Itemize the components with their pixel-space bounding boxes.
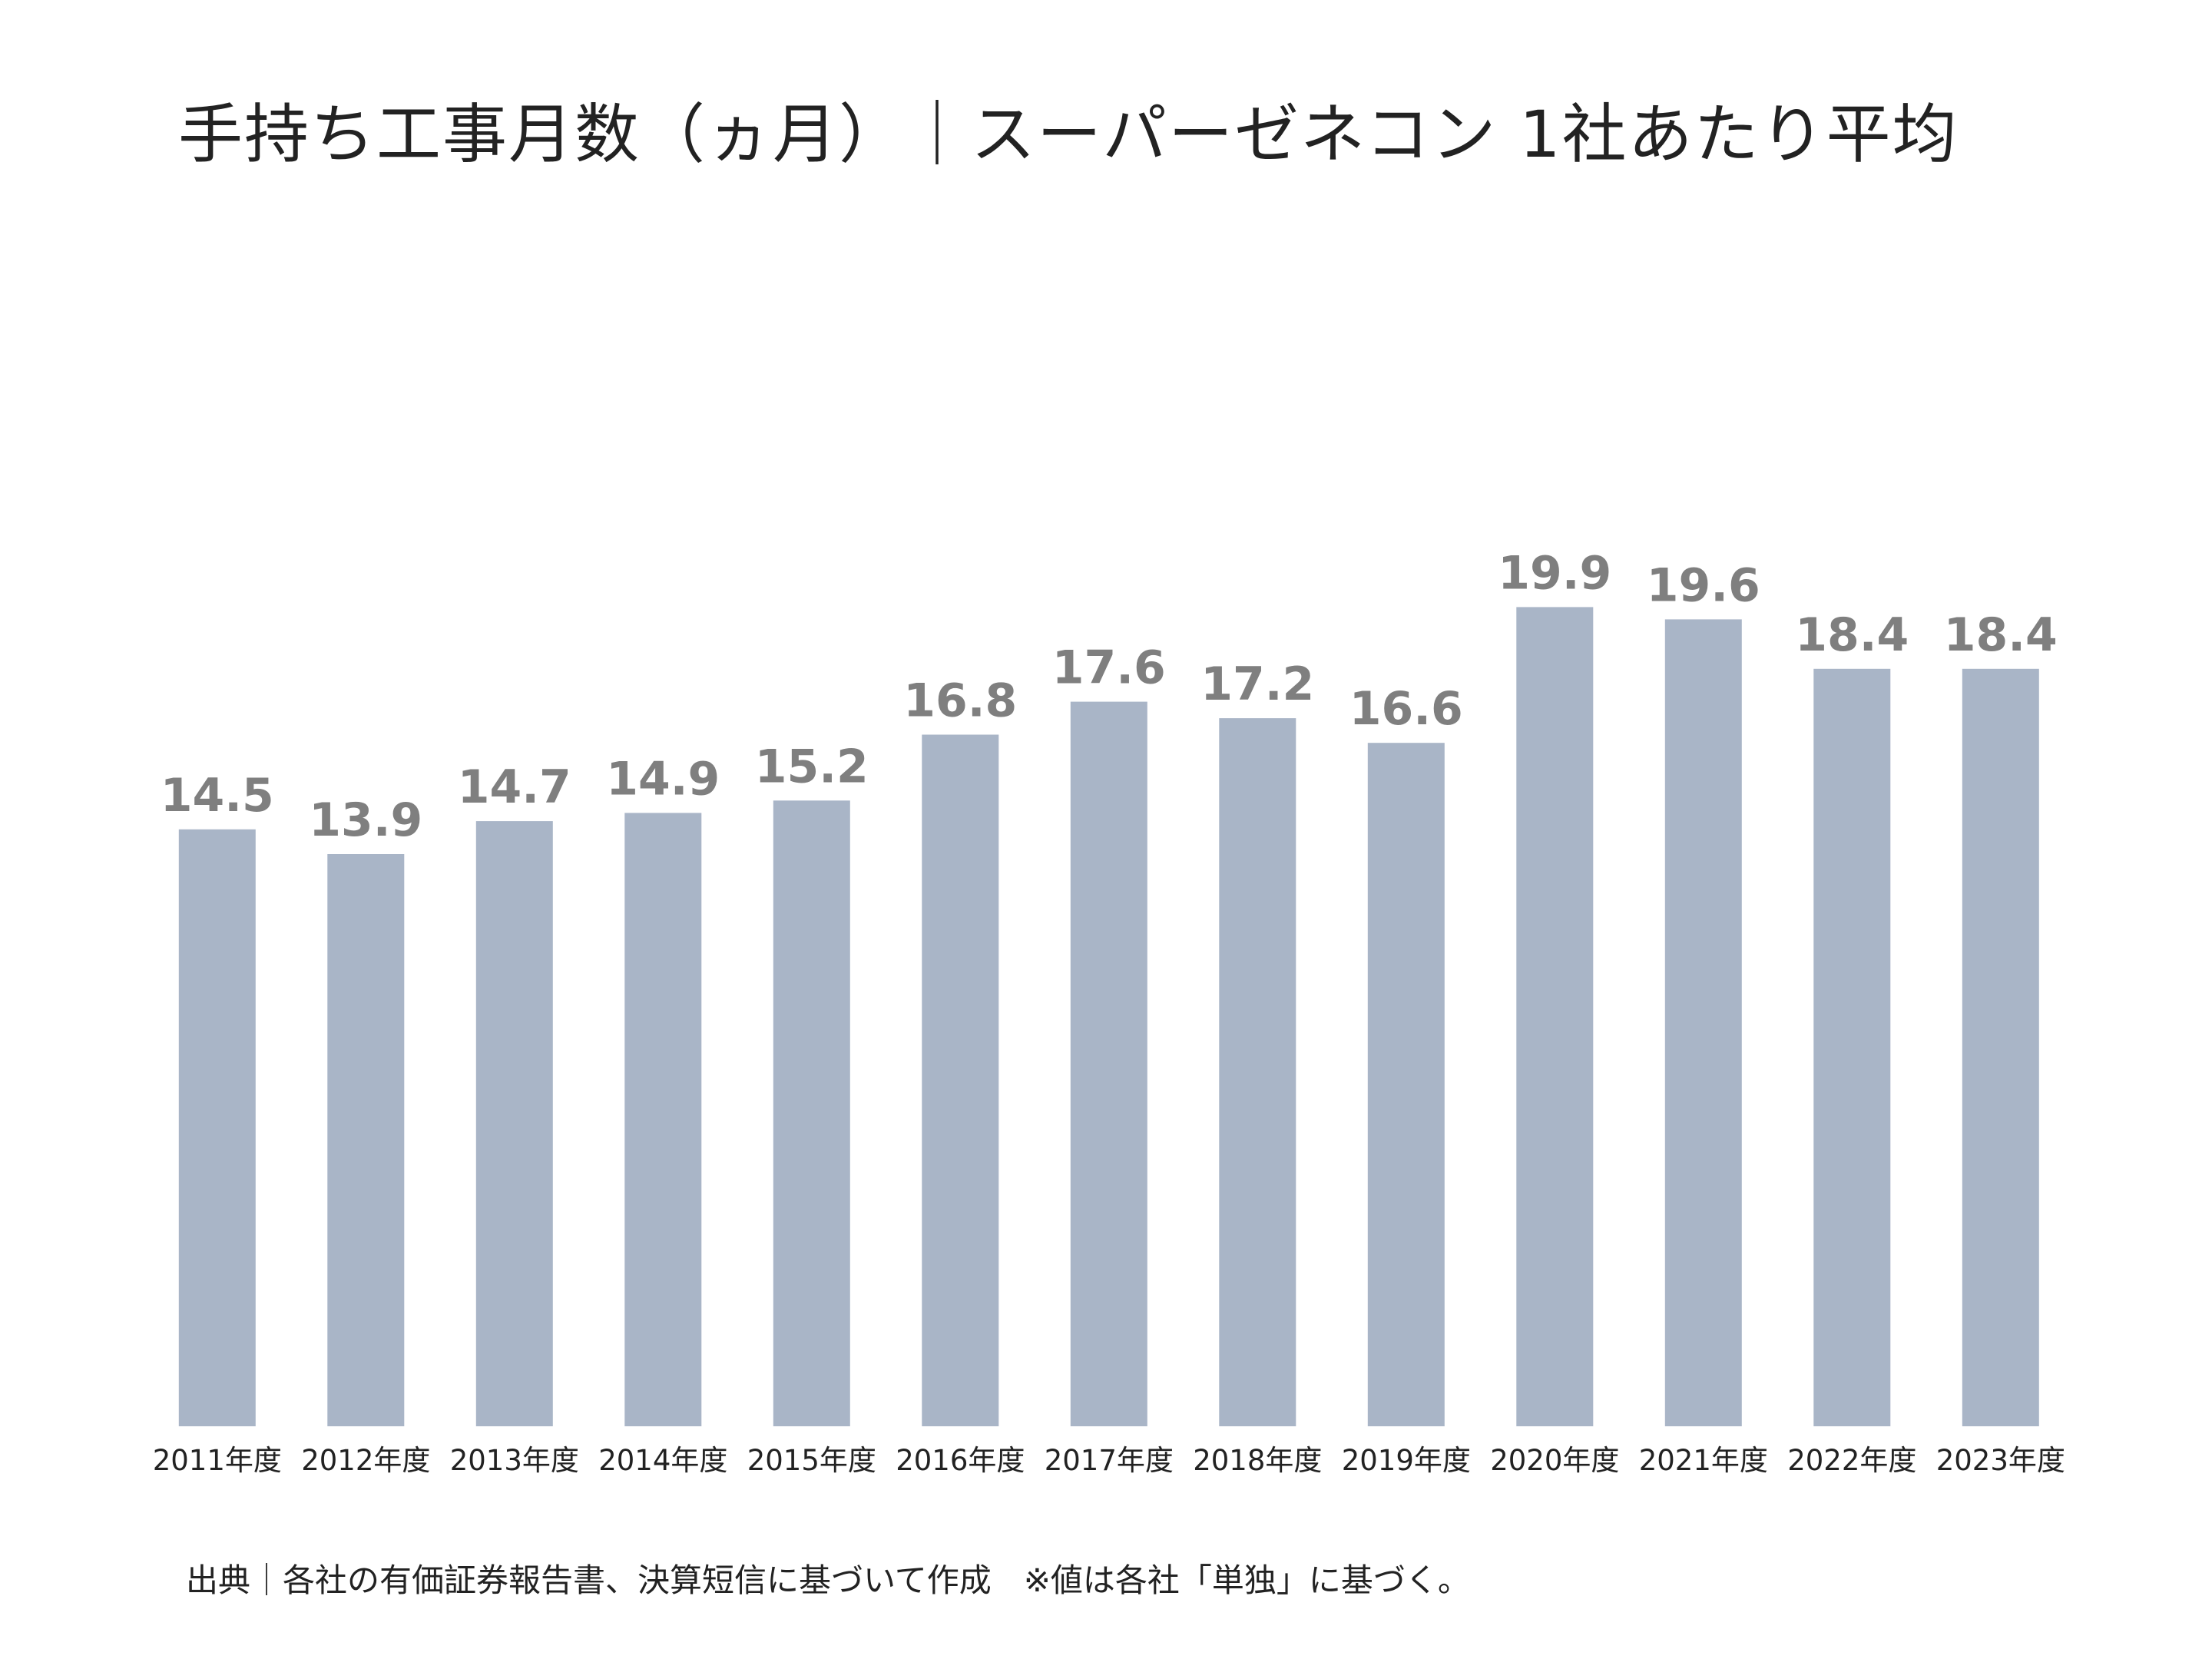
data-label-2017年度: 17.6	[1052, 641, 1166, 695]
x-tick-2017年度: 2017年度	[1045, 1444, 1174, 1477]
x-tick-labels: 2011年度 2012年度 2013年度 2014年度 2015年度 2016年度 2017…	[153, 1444, 2065, 1477]
bar-2015年度	[773, 800, 850, 1426]
data-label-2014年度: 14.9	[606, 752, 720, 806]
bar-2023年度	[1962, 668, 2039, 1426]
source-note: 出典｜各社の有価証券報告書、決算短信に基づいて作成 ※値は各社「単独」に基づく。	[186, 1561, 1470, 1599]
x-tick-2018年度: 2018年度	[1193, 1444, 1322, 1477]
data-label-2018年度: 17.2	[1200, 657, 1314, 711]
data-label-2023年度: 18.4	[1944, 608, 2058, 662]
data-label-2012年度: 13.9	[309, 793, 422, 847]
data-label-2022年度: 18.4	[1795, 608, 1909, 662]
x-tick-2012年度: 2012年度	[301, 1444, 430, 1477]
bar-2021年度	[1664, 619, 1742, 1426]
x-tick-2022年度: 2022年度	[1787, 1444, 1916, 1477]
bars-layer	[178, 607, 2039, 1426]
bar-2012年度	[327, 854, 405, 1426]
data-label-2020年度: 19.9	[1498, 546, 1611, 600]
bar-2019年度	[1367, 743, 1445, 1426]
bar-2022年度	[1813, 668, 1891, 1426]
bar-2016年度	[922, 734, 999, 1426]
x-tick-2016年度: 2016年度	[896, 1444, 1025, 1477]
x-tick-2014年度: 2014年度	[598, 1444, 727, 1477]
value-labels-layer: 14.5 13.9 14.7 14.9 15.2 16.8 17.6 17.2 16.6 19.9…	[161, 546, 2058, 847]
x-tick-2021年度: 2021年度	[1639, 1444, 1768, 1477]
bar-2017年度	[1070, 701, 1147, 1426]
chart-title: 手持ち工事月数（ヵ月）｜スーパーゼネコン 1社あたり平均	[178, 97, 1959, 172]
x-tick-2023年度: 2023年度	[1936, 1444, 2065, 1477]
x-tick-2019年度: 2019年度	[1342, 1444, 1471, 1477]
x-tick-2015年度: 2015年度	[747, 1444, 876, 1477]
data-label-2011年度: 14.5	[161, 769, 274, 823]
data-label-2015年度: 15.2	[755, 740, 869, 793]
x-tick-2011年度: 2011年度	[153, 1444, 282, 1477]
bar-2011年度	[178, 829, 256, 1426]
data-label-2013年度: 14.7	[458, 760, 571, 814]
bar-2014年度	[624, 813, 702, 1426]
x-tick-2013年度: 2013年度	[450, 1444, 579, 1477]
data-label-2019年度: 16.6	[1349, 682, 1463, 736]
bar-2013年度	[475, 821, 553, 1426]
bar-2020年度	[1516, 607, 1594, 1426]
bar-2018年度	[1219, 718, 1296, 1426]
x-tick-2020年度: 2020年度	[1490, 1444, 1619, 1477]
data-label-2016年度: 16.8	[903, 674, 1017, 728]
data-label-2021年度: 19.6	[1647, 558, 1760, 612]
